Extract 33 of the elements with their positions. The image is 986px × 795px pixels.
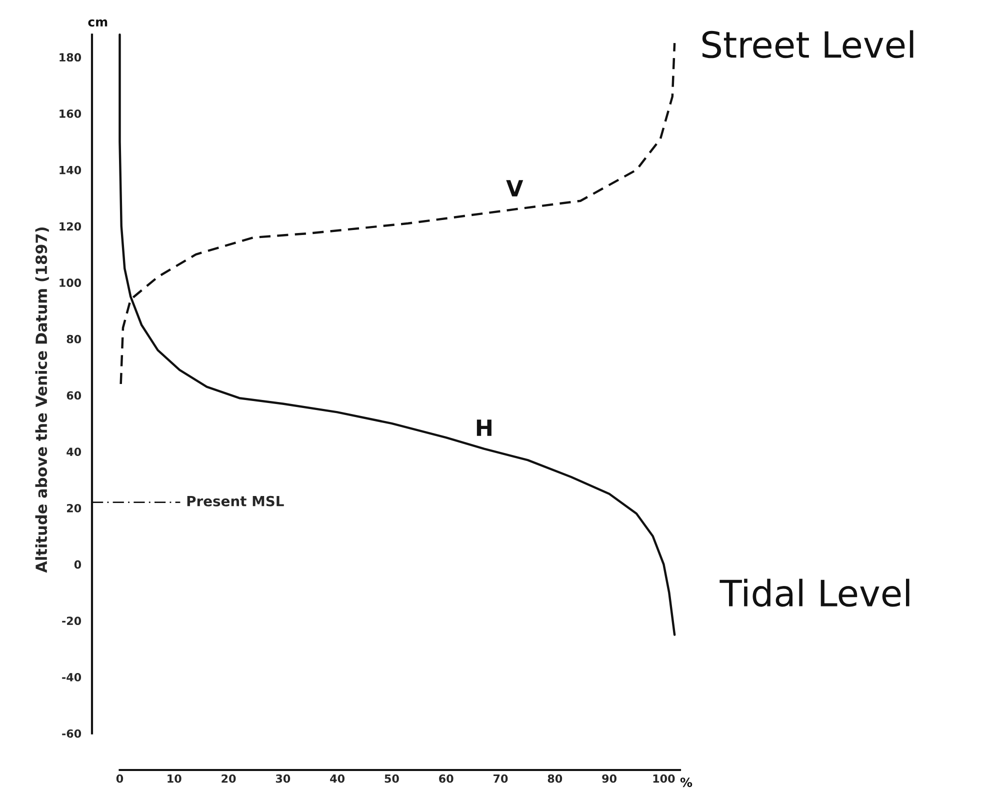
text: cm bbox=[88, 19, 108, 27]
x-tick-label: 30 bbox=[276, 774, 290, 783]
y-tick-label: -60 bbox=[62, 729, 82, 738]
y-tick-label: 120 bbox=[60, 222, 82, 231]
x-tick-label: 70 bbox=[494, 774, 508, 783]
x-tick-label: 40 bbox=[330, 774, 345, 783]
text: Street Level bbox=[702, 30, 914, 58]
x-tick-label: 80 bbox=[548, 774, 562, 783]
x-tick-label: 10 bbox=[168, 774, 182, 783]
y-tick-label: -40 bbox=[62, 673, 82, 682]
x-tick-label: 60 bbox=[439, 774, 454, 783]
x-tick-label: 100 bbox=[653, 774, 675, 783]
y-tick-label: 140 bbox=[60, 166, 82, 174]
y-tick-label: 60 bbox=[66, 391, 82, 400]
ref-line-label: Present MSL bbox=[187, 496, 284, 506]
y-axis-title: Altitude above the Venice Datum (1897) bbox=[35, 227, 49, 573]
y-tick-label: 80 bbox=[66, 334, 82, 344]
text: % bbox=[680, 778, 692, 788]
y-tick-label: 180 bbox=[60, 53, 82, 62]
y-tick-label: 40 bbox=[66, 448, 82, 456]
y-tick-label: 160 bbox=[60, 110, 82, 118]
line-series bbox=[118, 34, 676, 636]
text: Tidal Level bbox=[720, 578, 910, 607]
y-tick-label: 0 bbox=[74, 560, 82, 569]
series-label: H bbox=[476, 420, 492, 436]
x-tick-label: 90 bbox=[602, 774, 616, 783]
y-tick-label: -20 bbox=[62, 616, 82, 626]
x-tick-label: 50 bbox=[384, 774, 399, 783]
series-label: V bbox=[506, 180, 524, 196]
x-tick-label: 0 bbox=[116, 774, 124, 783]
y-tick-label: 100 bbox=[60, 278, 82, 287]
x-tick-label: 20 bbox=[222, 774, 236, 783]
y-tick-label: 20 bbox=[67, 504, 82, 512]
